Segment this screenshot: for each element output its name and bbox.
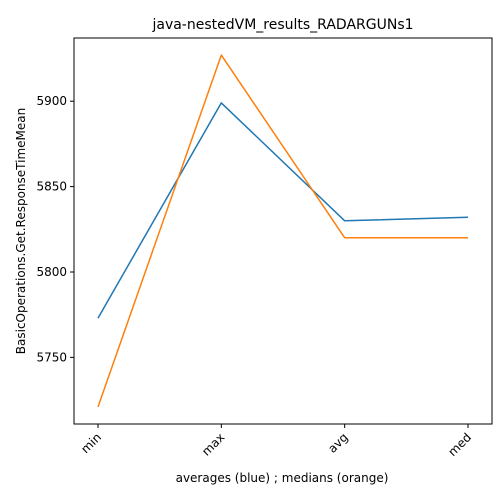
series-group — [97, 54, 469, 408]
y-tick-label: 5800 — [36, 265, 67, 279]
x-tick-label: med — [445, 430, 474, 459]
x-tick-label: avg — [325, 430, 351, 456]
series-line-1 — [97, 102, 469, 319]
x-axis-label: averages (blue) ; medians (orange) — [176, 471, 389, 485]
plot-area — [73, 37, 493, 425]
x-tick-label: min — [78, 430, 104, 456]
x-tick-label: max — [199, 430, 227, 458]
y-tick-label: 5750 — [36, 350, 67, 364]
y-axis-label: BasicOperations.Get.ResponseTimeMean — [14, 108, 28, 354]
y-tick-label: 5900 — [36, 94, 67, 108]
y-axis: 5750 5800 5850 5900 — [36, 94, 74, 364]
series-line-2 — [97, 54, 468, 408]
chart-title: java-nestedVM_results_RADARGUNs1 — [151, 17, 413, 33]
y-tick-label: 5850 — [36, 180, 67, 194]
x-axis: min max avg med — [78, 424, 474, 459]
